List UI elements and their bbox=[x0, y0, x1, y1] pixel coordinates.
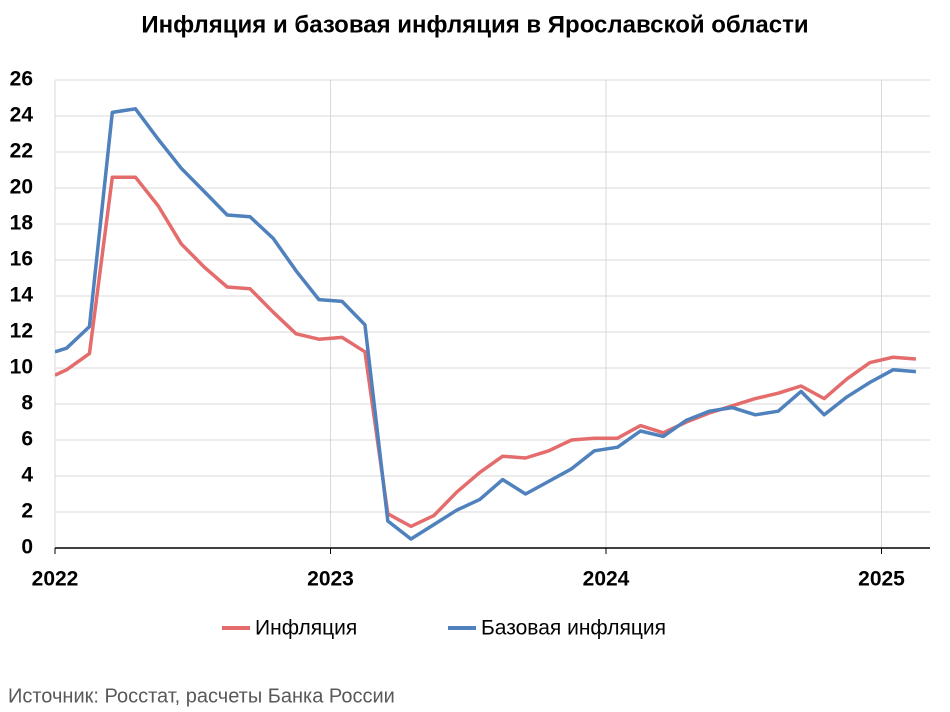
y-tick-label: 14 bbox=[10, 284, 34, 307]
chart-title: Инфляция и базовая инфляция в Ярославско… bbox=[141, 11, 808, 38]
x-tick-label: 2024 bbox=[583, 568, 630, 591]
y-tick-label: 4 bbox=[21, 464, 33, 487]
y-tick-label: 6 bbox=[21, 428, 33, 451]
y-tick-label: 18 bbox=[10, 212, 34, 235]
y-tick-label: 8 bbox=[21, 392, 33, 415]
y-tick-label: 12 bbox=[10, 320, 33, 343]
y-tick-label: 22 bbox=[10, 140, 33, 163]
y-tick-label: 2 bbox=[21, 500, 33, 523]
source-note: Источник: Росстат, расчеты Банка России bbox=[8, 685, 395, 707]
y-tick-label: 10 bbox=[10, 356, 33, 379]
y-tick-label: 26 bbox=[10, 68, 33, 91]
legend-label: Базовая инфляция bbox=[481, 617, 666, 640]
y-tick-label: 16 bbox=[10, 248, 33, 271]
y-tick-label: 20 bbox=[10, 176, 33, 199]
series-line bbox=[55, 107, 917, 541]
legend-label: Инфляция bbox=[255, 617, 357, 640]
x-tick-label: 2025 bbox=[858, 568, 905, 591]
series-line bbox=[55, 175, 917, 529]
x-tick-label: 2023 bbox=[307, 568, 354, 591]
y-tick-label: 24 bbox=[10, 104, 34, 127]
x-tick-label: 2022 bbox=[32, 568, 79, 591]
y-tick-label: 0 bbox=[21, 536, 33, 559]
